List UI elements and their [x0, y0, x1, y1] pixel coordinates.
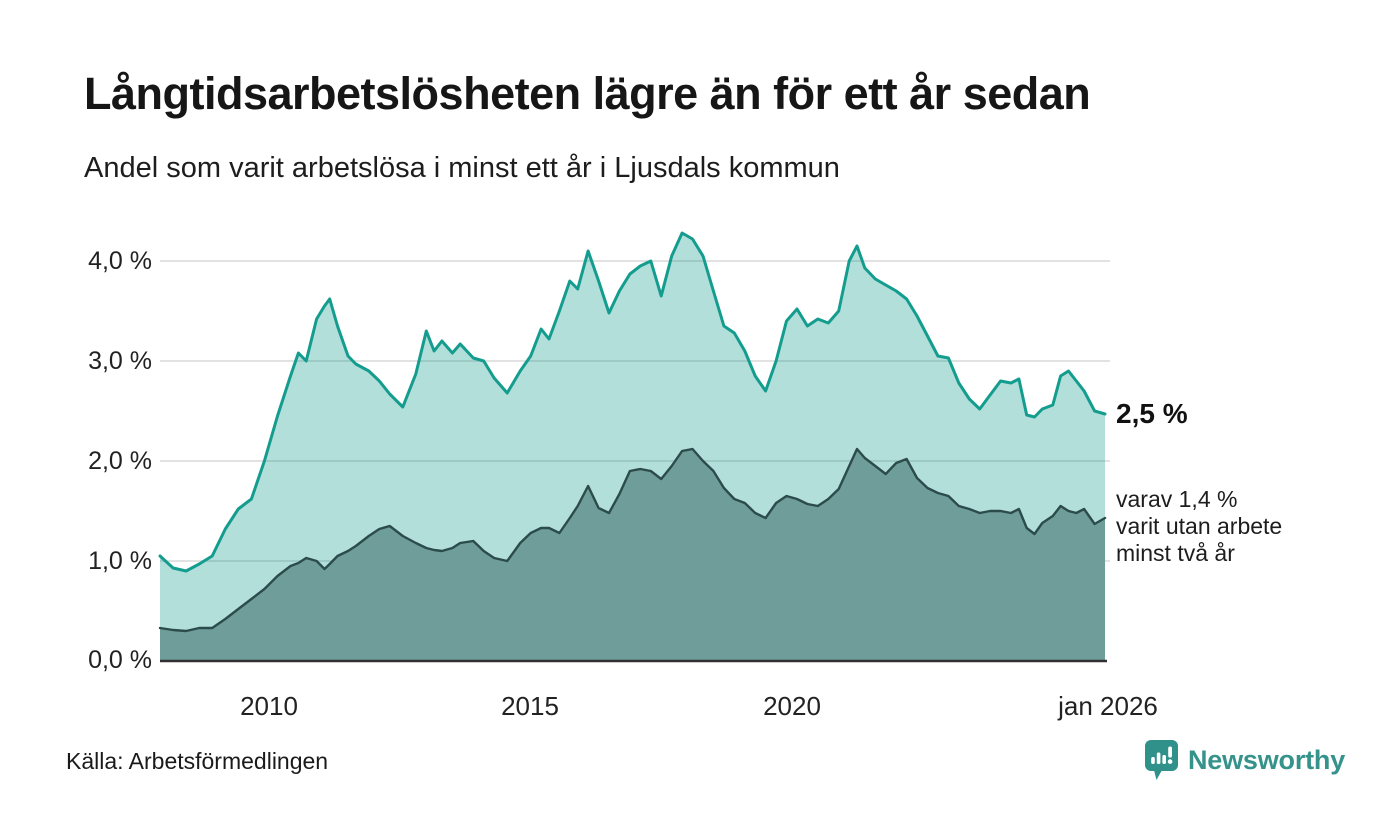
y-axis-tick-label: 2,0 % [88, 447, 152, 475]
secondary-value-line: varav 1,4 % [1116, 486, 1238, 512]
series-area [160, 449, 1105, 661]
x-axis-tick-label: jan 2026 [1058, 691, 1158, 721]
chart-title: Långtidsarbetslösheten lägre än för ett … [84, 68, 1091, 119]
chart-subtitle: Andel som varit arbetslösa i minst ett å… [84, 152, 840, 184]
secondary-value-line: minst två år [1116, 540, 1235, 566]
secondary-value-label: varav 1,4 % varit utan arbete minst två … [1116, 486, 1282, 567]
series-line [158, 447, 1107, 633]
x-axis-tick-label: 2015 [501, 691, 559, 721]
y-axis-tick-label: 1,0 % [88, 547, 152, 575]
series-line [158, 231, 1107, 573]
y-axis-tick-label: 4,0 % [88, 247, 152, 275]
secondary-value-line: varit utan arbete [1116, 513, 1283, 539]
pin-barchart-icon [1145, 740, 1178, 780]
newsworthy-wordmark: Newsworthy [1188, 744, 1346, 775]
x-axis-tick-label: 2020 [763, 691, 821, 721]
source-label: Källa: Arbetsförmedlingen [66, 748, 329, 774]
latest-value-label: 2,5 % [1116, 398, 1188, 429]
y-axis-tick-label: 3,0 % [88, 347, 152, 375]
y-axis-tick-label: 0,0 % [88, 646, 152, 674]
newsworthy-logo[interactable]: Newsworthy [1144, 739, 1345, 781]
x-axis-tick-label: 2010 [240, 691, 298, 721]
